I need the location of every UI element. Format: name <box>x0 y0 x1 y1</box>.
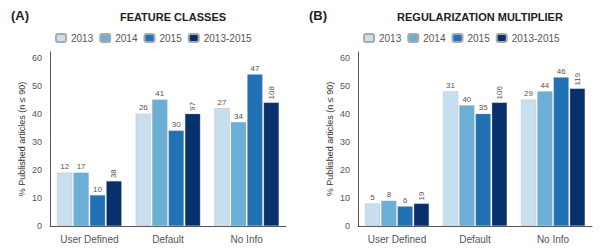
svg-text:30: 30 <box>340 137 350 147</box>
svg-text:Default: Default <box>152 234 184 245</box>
svg-text:20: 20 <box>340 165 350 175</box>
svg-text:0: 0 <box>37 221 42 231</box>
svg-text:2013: 2013 <box>71 33 94 44</box>
svg-text:60: 60 <box>32 53 42 63</box>
svg-text:108: 108 <box>267 86 276 100</box>
svg-text:10: 10 <box>340 193 350 203</box>
svg-text:35: 35 <box>479 103 488 112</box>
svg-text:Default: Default <box>459 234 491 245</box>
svg-text:60: 60 <box>340 53 350 63</box>
svg-text:(B): (B) <box>309 8 327 23</box>
svg-text:30: 30 <box>172 120 181 129</box>
svg-text:40: 40 <box>32 109 42 119</box>
svg-text:50: 50 <box>340 81 350 91</box>
svg-text:% Published articles (n ≤ 90): % Published articles (n ≤ 90) <box>325 82 335 197</box>
svg-text:User Defined: User Defined <box>60 234 118 245</box>
svg-text:No Info: No Info <box>231 234 264 245</box>
svg-text:44: 44 <box>540 81 549 90</box>
svg-text:2014: 2014 <box>423 33 446 44</box>
svg-text:2015: 2015 <box>467 33 490 44</box>
svg-text:2014: 2014 <box>115 33 138 44</box>
svg-text:40: 40 <box>462 95 471 104</box>
svg-text:97: 97 <box>188 101 197 110</box>
svg-text:119: 119 <box>573 72 582 85</box>
svg-text:31: 31 <box>446 81 455 90</box>
svg-text:38: 38 <box>109 169 118 178</box>
svg-text:8: 8 <box>387 190 392 199</box>
svg-text:REGULARIZATION MULTIPLIER: REGULARIZATION MULTIPLIER <box>397 11 563 23</box>
svg-text:106: 106 <box>495 86 504 100</box>
svg-text:12: 12 <box>60 162 69 171</box>
svg-text:10: 10 <box>93 185 102 194</box>
svg-text:10: 10 <box>32 193 42 203</box>
svg-text:2013-2015: 2013-2015 <box>204 33 252 44</box>
svg-text:FEATURE CLASSES: FEATURE CLASSES <box>120 11 226 23</box>
svg-text:30: 30 <box>32 137 42 147</box>
svg-text:50: 50 <box>32 81 42 91</box>
svg-text:40: 40 <box>340 109 350 119</box>
svg-text:0: 0 <box>345 221 350 231</box>
svg-text:6: 6 <box>403 196 408 205</box>
svg-text:No Info: No Info <box>537 234 570 245</box>
svg-text:2013: 2013 <box>379 33 402 44</box>
svg-text:26: 26 <box>139 103 148 112</box>
svg-text:20: 20 <box>32 165 42 175</box>
svg-text:17: 17 <box>77 162 86 171</box>
svg-text:User Defined: User Defined <box>368 234 426 245</box>
svg-text:2013-2015: 2013-2015 <box>512 33 560 44</box>
svg-text:47: 47 <box>250 64 259 73</box>
svg-text:% Published articles (n ≤ 90): % Published articles (n ≤ 90) <box>17 82 27 197</box>
svg-text:(A): (A) <box>11 8 29 23</box>
svg-text:2015: 2015 <box>159 33 182 44</box>
svg-text:29: 29 <box>524 89 533 98</box>
svg-text:41: 41 <box>155 89 164 98</box>
svg-text:19: 19 <box>417 191 426 200</box>
svg-text:34: 34 <box>234 112 243 121</box>
svg-text:27: 27 <box>218 98 227 107</box>
svg-text:46: 46 <box>557 67 566 76</box>
svg-text:5: 5 <box>370 193 375 202</box>
